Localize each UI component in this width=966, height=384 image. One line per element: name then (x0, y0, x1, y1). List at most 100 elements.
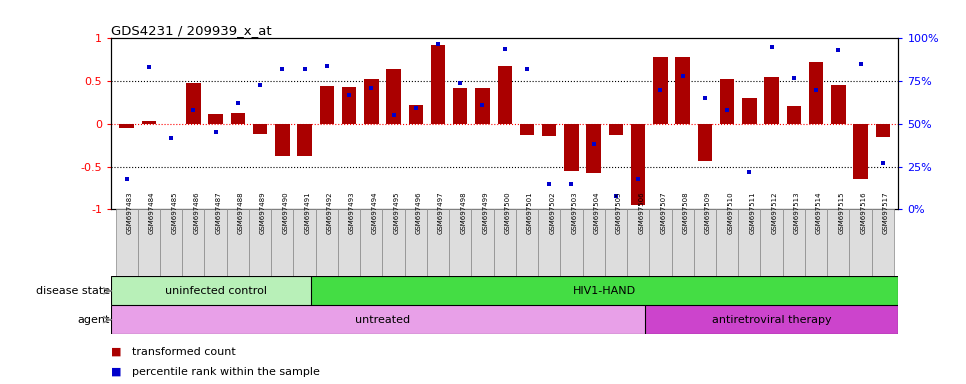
Bar (405, 209, 427, 276)
Text: ■: ■ (111, 366, 122, 377)
Bar (645, 305, 898, 334)
Bar (471, 209, 494, 276)
Bar (782, 209, 805, 276)
Bar (720, 79, 734, 124)
Bar (694, 209, 716, 276)
Bar (849, 209, 871, 276)
Text: uninfected control: uninfected control (164, 286, 267, 296)
Bar (409, 105, 423, 124)
Bar (609, 124, 623, 135)
Text: agent: agent (77, 314, 110, 325)
Bar (827, 209, 849, 276)
Bar (786, 106, 801, 124)
Bar (111, 305, 654, 334)
Bar (697, 124, 712, 161)
Bar (875, 124, 890, 137)
Bar (627, 209, 649, 276)
Text: GSM697483: GSM697483 (127, 191, 132, 234)
Bar (605, 209, 627, 276)
Bar (275, 124, 290, 156)
Text: GSM697513: GSM697513 (794, 191, 800, 234)
Bar (205, 209, 227, 276)
Bar (183, 209, 205, 276)
Text: GSM697487: GSM697487 (215, 191, 221, 234)
Bar (120, 124, 134, 128)
Bar (564, 124, 579, 171)
Text: GDS4231 / 209939_x_at: GDS4231 / 209939_x_at (111, 24, 271, 37)
Bar (742, 98, 756, 124)
Text: GSM697484: GSM697484 (149, 191, 155, 234)
Bar (853, 124, 867, 179)
Bar (675, 57, 690, 124)
Text: GSM697486: GSM697486 (193, 191, 199, 234)
Text: GSM697510: GSM697510 (727, 191, 733, 234)
Bar (582, 209, 605, 276)
Text: percentile rank within the sample: percentile rank within the sample (132, 366, 320, 377)
Bar (738, 209, 760, 276)
Bar (338, 209, 360, 276)
Bar (360, 209, 383, 276)
Text: GSM697496: GSM697496 (415, 191, 422, 234)
Text: GSM697511: GSM697511 (750, 191, 755, 234)
Bar (764, 77, 779, 124)
Bar (294, 209, 316, 276)
Text: GSM697485: GSM697485 (171, 191, 177, 234)
Bar (671, 209, 694, 276)
Text: GSM697490: GSM697490 (282, 191, 288, 234)
Text: GSM697502: GSM697502 (550, 191, 555, 234)
Bar (760, 209, 782, 276)
Text: GSM697498: GSM697498 (460, 191, 467, 234)
Bar (494, 209, 516, 276)
Text: GSM697512: GSM697512 (772, 191, 778, 234)
Bar (160, 209, 183, 276)
Bar (560, 209, 582, 276)
Text: GSM697492: GSM697492 (327, 191, 333, 234)
Bar (716, 209, 738, 276)
Bar (383, 209, 405, 276)
Bar (116, 209, 138, 276)
Bar (449, 209, 471, 276)
Text: GSM697491: GSM697491 (304, 191, 311, 234)
Bar (111, 276, 320, 305)
Text: HIV1-HAND: HIV1-HAND (573, 286, 637, 296)
Text: ■: ■ (111, 346, 122, 357)
Text: disease state: disease state (36, 286, 110, 296)
Bar (586, 124, 601, 174)
Text: untreated: untreated (355, 314, 410, 325)
Bar (475, 88, 490, 124)
Bar (497, 66, 512, 124)
Bar (253, 124, 268, 134)
Bar (316, 209, 338, 276)
Text: GSM697499: GSM697499 (482, 191, 489, 234)
Bar (831, 84, 845, 124)
Bar (138, 209, 160, 276)
Bar (142, 121, 156, 124)
Text: GSM697514: GSM697514 (816, 191, 822, 234)
Text: GSM697507: GSM697507 (661, 191, 667, 234)
Text: GSM697505: GSM697505 (616, 191, 622, 234)
Bar (431, 45, 445, 124)
Text: GSM697488: GSM697488 (238, 191, 243, 234)
Text: GSM697516: GSM697516 (861, 191, 867, 234)
Text: GSM697495: GSM697495 (393, 191, 400, 234)
Bar (320, 86, 334, 124)
Text: GSM697494: GSM697494 (371, 191, 378, 234)
Bar (227, 209, 249, 276)
Bar (871, 209, 894, 276)
Bar (186, 83, 201, 124)
Bar (538, 209, 560, 276)
Bar (631, 124, 645, 205)
Bar (364, 79, 379, 124)
Bar (453, 88, 468, 124)
Text: antiretroviral therapy: antiretroviral therapy (712, 314, 832, 325)
Bar (231, 113, 245, 124)
Bar (427, 209, 449, 276)
Bar (249, 209, 271, 276)
Bar (805, 209, 827, 276)
Text: GSM697504: GSM697504 (594, 191, 600, 234)
Text: GSM697517: GSM697517 (883, 191, 889, 234)
Text: GSM697497: GSM697497 (438, 191, 444, 234)
Bar (809, 62, 823, 124)
Text: GSM697509: GSM697509 (705, 191, 711, 234)
Bar (520, 124, 534, 135)
